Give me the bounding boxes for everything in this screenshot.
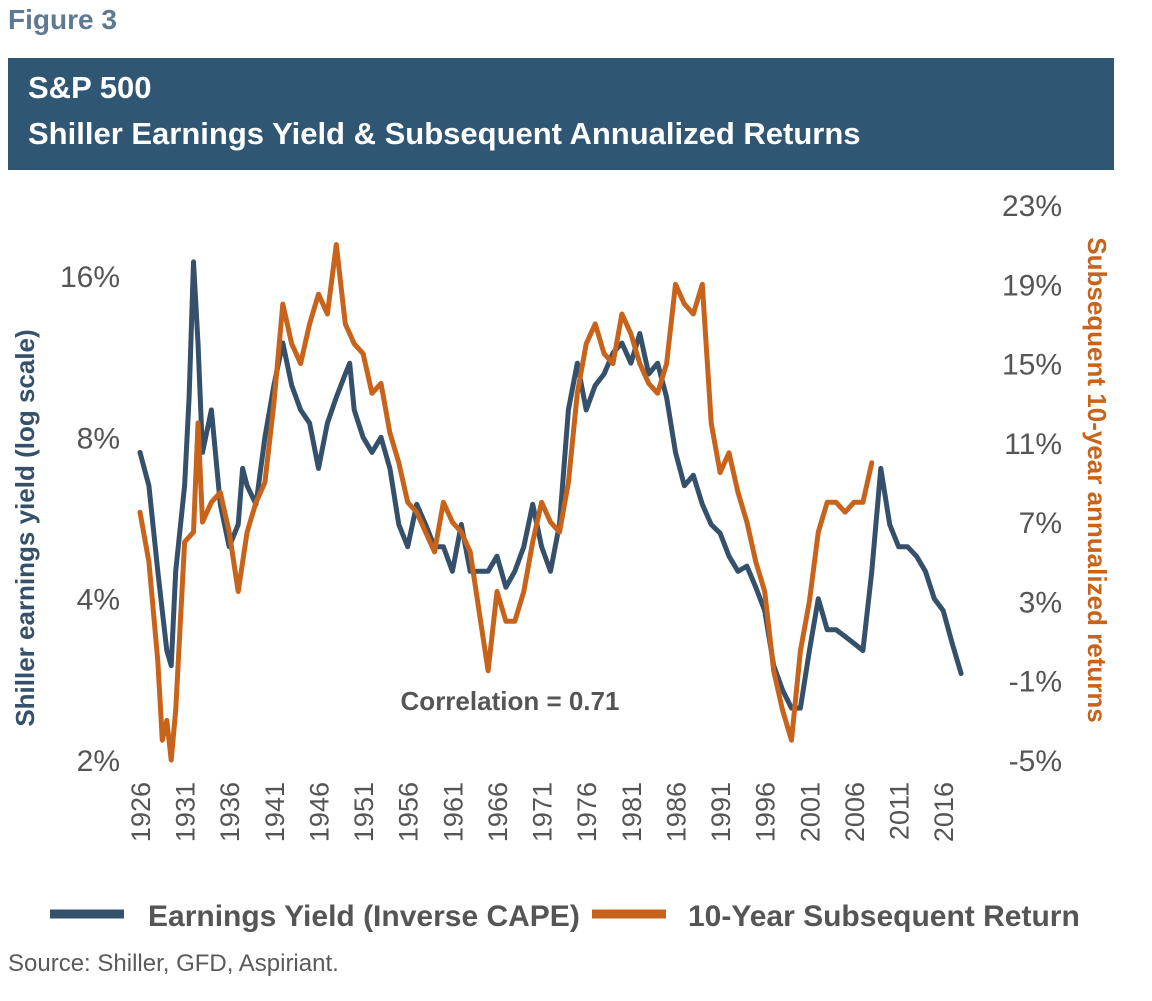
x-axis-tick-label: 1981 <box>617 782 647 842</box>
x-axis-tick-label: 1986 <box>661 782 691 842</box>
chart-title-line-1: S&P 500 <box>28 70 152 105</box>
x-axis-tick-label: 1976 <box>572 782 602 842</box>
x-axis-tick-label: 1966 <box>483 782 513 842</box>
x-axis-tick-label: 2006 <box>840 782 870 842</box>
left-axis-tick-label: 2% <box>77 745 120 778</box>
left-axis-tick-label: 16% <box>60 261 120 294</box>
left-axis-ticks: 2% 4% 8% 16% <box>60 261 120 778</box>
x-axis-tick-label: 1941 <box>260 782 290 842</box>
x-axis-tick-label: 1971 <box>528 782 558 842</box>
right-axis-tick-label: 15% <box>1002 349 1062 382</box>
figure-label: Figure 3 <box>8 4 117 35</box>
left-axis-label: Shiller earnings yield (log scale) <box>10 329 40 726</box>
x-axis-tick-label: 2016 <box>929 782 959 842</box>
right-axis-ticks: -5% -1% 3% 7% 11% 15% 19% 23% <box>1002 190 1062 778</box>
x-axis-tick-label: 1996 <box>751 782 781 842</box>
earnings-yield-line <box>137 259 964 711</box>
x-axis-tick-label: 1961 <box>438 782 468 842</box>
subsequent-return-line <box>137 242 875 763</box>
right-axis-tick-label: 11% <box>1004 428 1062 461</box>
legend-label-earnings-yield: Earnings Yield (Inverse CAPE) <box>148 900 580 933</box>
x-axis-tick-label: 1931 <box>171 782 201 842</box>
x-axis-tick-label: 1991 <box>706 782 736 842</box>
right-axis-tick-label: -5% <box>1009 745 1062 778</box>
x-axis-tick-label: 2001 <box>795 782 825 842</box>
right-axis-label: Subsequent 10-year annualized returns <box>1082 237 1112 722</box>
legend-label-subsequent-return: 10-Year Subsequent Return <box>688 900 1080 933</box>
x-axis-tick-label: 2011 <box>885 782 915 840</box>
chart-title-line-2: Shiller Earnings Yield & Subsequent Annu… <box>28 116 861 151</box>
left-axis-tick-label: 8% <box>77 422 120 455</box>
title-banner: S&P 500 Shiller Earnings Yield & Subsequ… <box>8 58 1114 170</box>
x-axis-tick-label: 1946 <box>304 782 334 842</box>
right-axis-tick-label: 7% <box>1019 507 1062 540</box>
correlation-annotation: Correlation = 0.71 <box>401 686 620 716</box>
legend: Earnings Yield (Inverse CAPE) 10-Year Su… <box>50 900 1080 933</box>
right-axis-tick-label: -1% <box>1009 666 1062 699</box>
x-axis-ticks: 1926 1931 1936 1941 1946 1951 1956 1961 1966 1971… <box>126 782 959 842</box>
left-axis-tick-label: 4% <box>77 584 120 617</box>
source-note: Source: Shiller, GFD, Aspiriant. <box>8 950 339 977</box>
x-axis-tick-label: 1926 <box>126 782 156 842</box>
x-axis-tick-label: 1936 <box>215 782 245 842</box>
x-axis-tick-label: 1956 <box>394 782 424 842</box>
right-axis-tick-label: 23% <box>1002 190 1062 223</box>
series-group <box>137 242 964 763</box>
right-axis-tick-label: 3% <box>1019 586 1062 619</box>
right-axis-tick-label: 19% <box>1002 269 1062 302</box>
x-axis-tick-label: 1951 <box>349 782 379 842</box>
